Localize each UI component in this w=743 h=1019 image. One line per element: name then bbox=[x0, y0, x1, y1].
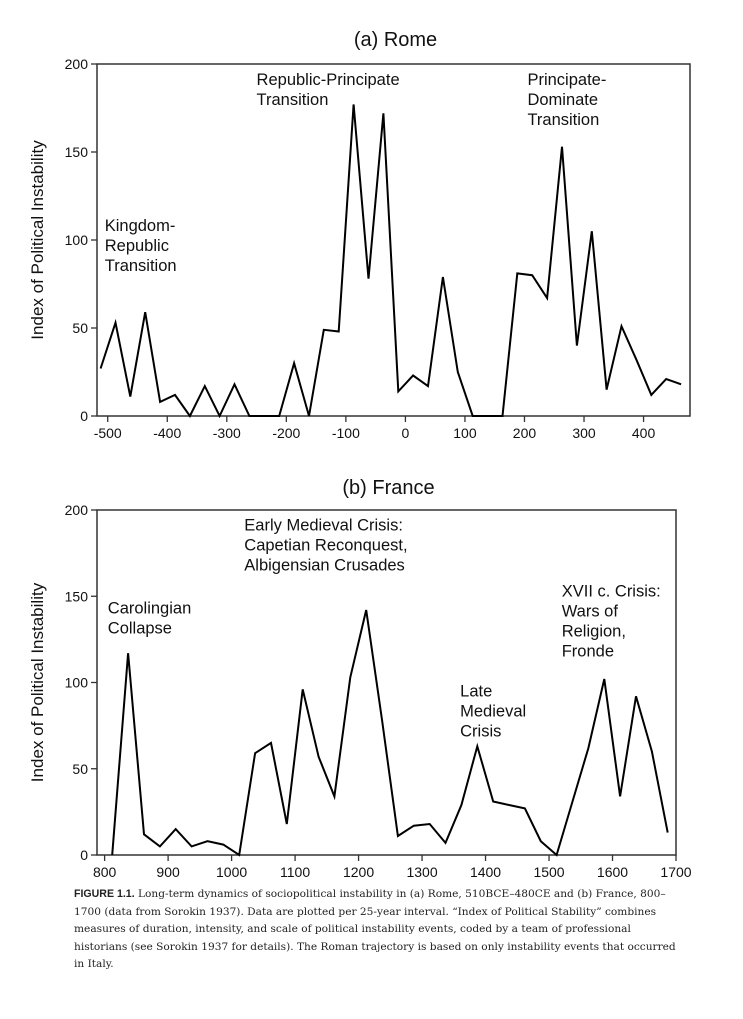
y-tick-label: 50 bbox=[72, 320, 88, 336]
x-tick-label: 900 bbox=[156, 864, 180, 880]
y-tick-label: 200 bbox=[65, 502, 89, 518]
x-tick-label: -300 bbox=[213, 425, 241, 441]
annotation: XVII c. Crisis: Wars of Religion, Fronde bbox=[562, 582, 661, 660]
x-tick-label: 0 bbox=[402, 425, 410, 441]
x-tick-label: -100 bbox=[332, 425, 360, 441]
annotation: Late Medieval Crisis bbox=[460, 682, 526, 740]
y-tick-label: 100 bbox=[65, 232, 89, 248]
y-tick-label: 200 bbox=[65, 56, 89, 72]
x-tick-label: -400 bbox=[153, 425, 181, 441]
x-tick-label: 300 bbox=[572, 425, 596, 441]
x-tick-label: 200 bbox=[513, 425, 537, 441]
x-tick-label: -500 bbox=[94, 425, 122, 441]
caption-label: FIGURE 1.1. bbox=[74, 888, 135, 900]
y-axis-label: Index of Political Instability bbox=[28, 140, 47, 340]
y-tick-label: 150 bbox=[65, 144, 89, 160]
x-tick-label: 1300 bbox=[406, 864, 437, 880]
x-tick-label: 1400 bbox=[470, 864, 501, 880]
y-tick-label: 0 bbox=[80, 847, 88, 863]
x-tick-label: 1600 bbox=[597, 864, 628, 880]
chart-panel-0: (a) Rome Index of Political Instability 0 5… bbox=[28, 29, 691, 441]
chart-panel-1: (b) France Index of Political Instability… bbox=[28, 477, 692, 880]
x-tick-label: -200 bbox=[272, 425, 300, 441]
y-axis-label: Index of Political Instability bbox=[28, 582, 47, 782]
x-tick-label: 1200 bbox=[343, 864, 374, 880]
series-line bbox=[99, 104, 682, 419]
x-tick-label: 1700 bbox=[660, 864, 691, 880]
annotation: Republic-Principate Transition bbox=[257, 71, 400, 109]
y-tick-label: 50 bbox=[72, 761, 88, 777]
chart-title: (a) Rome bbox=[354, 29, 437, 51]
annotation: Early Medieval Crisis: Capetian Reconques… bbox=[244, 517, 407, 575]
x-tick-label: 1000 bbox=[216, 864, 247, 880]
x-tick-label: 400 bbox=[632, 425, 656, 441]
x-tick-label: 1100 bbox=[280, 864, 310, 880]
x-tick-label: 1500 bbox=[533, 864, 564, 880]
plot-frame bbox=[96, 63, 691, 417]
series-line bbox=[111, 609, 669, 857]
annotation: Principate-Dominate Transition bbox=[527, 71, 606, 129]
chart-title: (b) France bbox=[342, 477, 434, 499]
caption-text: Long-term dynamics of sociopolitical ins… bbox=[74, 888, 676, 970]
y-tick-label: 150 bbox=[65, 588, 89, 604]
y-tick-label: 100 bbox=[65, 675, 89, 691]
y-tick-label: 0 bbox=[80, 408, 88, 424]
figure-caption: FIGURE 1.1. Long-term dynamics of sociop… bbox=[74, 886, 684, 974]
annotation: Carolingian Collapse bbox=[108, 600, 191, 638]
x-tick-label: 100 bbox=[453, 425, 477, 441]
x-tick-label: 800 bbox=[93, 864, 117, 880]
annotation: Kingdom-Republic Transition bbox=[105, 217, 177, 275]
